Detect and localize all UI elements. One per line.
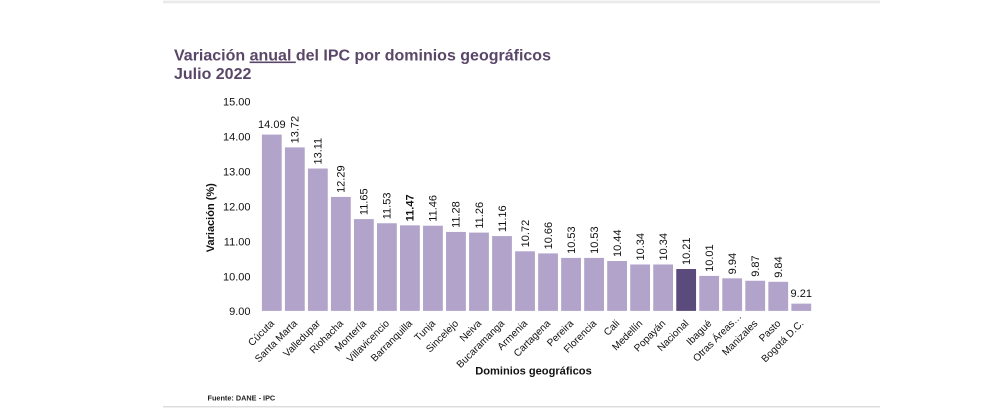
svg-text:10.53: 10.53: [566, 226, 578, 254]
svg-text:13.11: 13.11: [313, 138, 325, 165]
svg-text:11.47: 11.47: [405, 194, 417, 221]
svg-text:10.34: 10.34: [635, 233, 647, 261]
svg-text:Dominios geográficos: Dominios geográficos: [475, 365, 592, 377]
svg-text:10.44: 10.44: [612, 229, 624, 257]
svg-text:9.00: 9.00: [229, 306, 250, 318]
svg-text:11.65: 11.65: [359, 188, 371, 215]
svg-text:10.00: 10.00: [223, 271, 251, 283]
svg-text:9.87: 9.87: [750, 255, 762, 276]
svg-text:12.29: 12.29: [336, 165, 348, 193]
svg-text:14.09: 14.09: [258, 119, 286, 131]
svg-text:Variación (%): Variación (%): [205, 183, 217, 252]
svg-text:15.00: 15.00: [223, 97, 251, 109]
svg-text:10.01: 10.01: [704, 244, 716, 272]
svg-text:11.16: 11.16: [497, 205, 509, 232]
svg-text:10.66: 10.66: [543, 222, 555, 250]
svg-text:13.00: 13.00: [223, 167, 251, 179]
svg-text:10.53: 10.53: [589, 226, 601, 254]
svg-text:Variación anual del IPC por do: Variación anual del IPC por dominios geo…: [174, 48, 551, 65]
svg-text:14.00: 14.00: [223, 132, 251, 144]
svg-text:10.72: 10.72: [520, 220, 532, 248]
svg-text:10.34: 10.34: [658, 233, 670, 261]
svg-text:Fuente: DANE - IPC: Fuente: DANE - IPC: [208, 393, 276, 402]
svg-text:9.21: 9.21: [791, 288, 812, 300]
svg-text:9.84: 9.84: [773, 256, 785, 277]
svg-text:12.00: 12.00: [223, 201, 251, 213]
svg-text:10.21: 10.21: [681, 237, 693, 265]
svg-text:11.00: 11.00: [224, 236, 251, 248]
svg-text:11.28: 11.28: [451, 201, 463, 228]
svg-text:9.94: 9.94: [727, 253, 739, 274]
svg-text:11.46: 11.46: [428, 195, 440, 222]
svg-text:Julio 2022: Julio 2022: [174, 66, 251, 83]
svg-text:11.53: 11.53: [382, 193, 394, 220]
svg-text:11.26: 11.26: [474, 202, 486, 229]
svg-text:13.72: 13.72: [290, 116, 302, 144]
